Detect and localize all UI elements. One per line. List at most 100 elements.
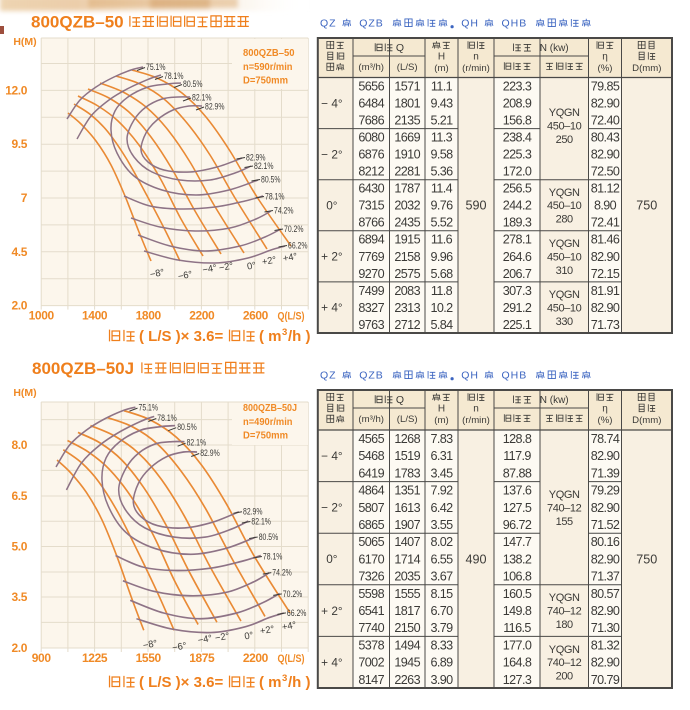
svg-text:3.90: 3.90 <box>430 673 453 687</box>
svg-text:− 4°: − 4° <box>321 449 343 463</box>
svg-text:244.2: 244.2 <box>503 199 532 213</box>
svg-text:+4°: +4° <box>282 251 298 264</box>
svg-text:YQGN: YQGN <box>549 289 580 301</box>
svg-text:1910: 1910 <box>394 148 420 162</box>
svg-text:0°: 0° <box>246 260 257 272</box>
svg-text:1000: 1000 <box>29 309 55 323</box>
svg-text:( m: ( m <box>259 328 282 345</box>
svg-text:800QZB–50J: 800QZB–50J <box>243 402 297 414</box>
svg-text:/h ): /h ) <box>288 674 311 691</box>
svg-text:(L/S): (L/S) <box>397 414 418 425</box>
svg-text:75.1%: 75.1% <box>139 403 159 413</box>
svg-text:6876: 6876 <box>358 148 384 162</box>
svg-text:149.8: 149.8 <box>503 604 532 618</box>
svg-text:/h ): /h ) <box>288 328 311 345</box>
svg-text:2083: 2083 <box>394 284 420 298</box>
svg-text:8327: 8327 <box>358 301 384 315</box>
svg-text:189.3: 189.3 <box>503 216 532 230</box>
svg-text:291.2: 291.2 <box>503 301 532 315</box>
svg-text:79.29: 79.29 <box>591 484 620 498</box>
svg-text:7: 7 <box>21 191 28 205</box>
svg-text:−2°: −2° <box>218 261 234 274</box>
svg-text:1407: 1407 <box>394 535 420 549</box>
svg-text:1817: 1817 <box>394 604 420 618</box>
svg-text:9.58: 9.58 <box>430 148 453 162</box>
svg-text:7740: 7740 <box>358 621 384 635</box>
svg-text:2150: 2150 <box>394 621 420 635</box>
svg-text:200: 200 <box>556 671 573 683</box>
svg-text:238.4: 238.4 <box>503 131 532 145</box>
svg-text:81.12: 81.12 <box>591 182 620 196</box>
svg-text:71.37: 71.37 <box>591 570 620 584</box>
svg-text:82.1%: 82.1% <box>192 93 212 103</box>
svg-text:2575: 2575 <box>394 267 420 281</box>
svg-text:78.1%: 78.1% <box>157 413 177 423</box>
svg-text:250: 250 <box>556 134 573 146</box>
svg-text:QZB: QZB <box>359 18 384 30</box>
svg-text:Q(L/S): Q(L/S) <box>278 653 305 665</box>
svg-text:11.1: 11.1 <box>431 79 453 93</box>
svg-text:81.46: 81.46 <box>591 233 620 247</box>
svg-text:225.3: 225.3 <box>503 148 532 162</box>
svg-text:7.83: 7.83 <box>430 432 453 446</box>
svg-text:800QZB–50J: 800QZB–50J <box>32 359 134 378</box>
svg-text:6170: 6170 <box>358 552 384 566</box>
svg-text:8766: 8766 <box>358 216 384 230</box>
svg-text:1714: 1714 <box>394 552 420 566</box>
svg-text:2200: 2200 <box>189 309 215 323</box>
svg-text:82.1%: 82.1% <box>251 517 271 527</box>
svg-text:3.79: 3.79 <box>430 621 453 635</box>
svg-text:−6°: −6° <box>177 269 193 282</box>
svg-text:6865: 6865 <box>358 518 384 532</box>
svg-text:71.52: 71.52 <box>591 518 620 532</box>
svg-text:82.1%: 82.1% <box>187 438 207 448</box>
svg-text:1571: 1571 <box>394 79 420 93</box>
svg-text:N (kw): N (kw) <box>540 395 569 406</box>
svg-text:740–12: 740–12 <box>547 606 582 618</box>
svg-text:8.90: 8.90 <box>594 199 617 213</box>
svg-text:QH: QH <box>461 370 479 382</box>
svg-text:256.5: 256.5 <box>503 182 532 196</box>
svg-text:70.2%: 70.2% <box>283 589 303 599</box>
svg-text:2281: 2281 <box>394 165 420 179</box>
svg-text:82.9%: 82.9% <box>205 102 225 112</box>
svg-text:2135: 2135 <box>394 114 420 128</box>
svg-text:4.5: 4.5 <box>12 245 28 259</box>
svg-text:116.5: 116.5 <box>503 621 531 635</box>
svg-text:208.9: 208.9 <box>503 97 532 111</box>
svg-text:n=490r/min: n=490r/min <box>243 416 293 428</box>
svg-text:82.90: 82.90 <box>591 250 620 264</box>
svg-text:7.92: 7.92 <box>430 484 453 498</box>
svg-text:+ 4°: + 4° <box>321 655 343 669</box>
svg-text:6.55: 6.55 <box>430 552 453 566</box>
svg-text:YQGN: YQGN <box>549 592 580 604</box>
svg-text:2200: 2200 <box>243 651 269 665</box>
svg-text:1494: 1494 <box>394 638 420 652</box>
svg-text:172.0: 172.0 <box>503 165 532 179</box>
svg-text:160.5: 160.5 <box>503 587 532 601</box>
svg-text:5.84: 5.84 <box>430 318 453 332</box>
svg-text:71.39: 71.39 <box>591 466 620 480</box>
svg-text:9763: 9763 <box>358 318 384 332</box>
svg-text:2600: 2600 <box>243 309 269 323</box>
svg-text:1555: 1555 <box>394 587 420 601</box>
svg-text:5.0: 5.0 <box>12 540 28 554</box>
svg-text:4864: 4864 <box>358 484 384 498</box>
svg-text:5.52: 5.52 <box>430 216 453 230</box>
svg-text:5807: 5807 <box>358 501 384 515</box>
svg-text:82.90: 82.90 <box>591 656 620 670</box>
svg-text:(m): (m) <box>434 415 448 426</box>
svg-text:5.68: 5.68 <box>430 267 453 281</box>
svg-text:80.5%: 80.5% <box>261 175 281 185</box>
svg-text:264.6: 264.6 <box>503 250 532 264</box>
svg-text:80.5%: 80.5% <box>259 532 279 542</box>
svg-text:590: 590 <box>465 199 486 213</box>
svg-text:Q: Q <box>396 42 404 54</box>
svg-text:5065: 5065 <box>358 535 384 549</box>
svg-text:11.8: 11.8 <box>431 284 453 298</box>
svg-text:740–12: 740–12 <box>547 657 582 669</box>
svg-text:3.5: 3.5 <box>12 590 28 604</box>
svg-text:307.3: 307.3 <box>503 284 532 298</box>
svg-text:+ 4°: + 4° <box>321 301 343 315</box>
svg-text:−2°: −2° <box>214 631 230 644</box>
